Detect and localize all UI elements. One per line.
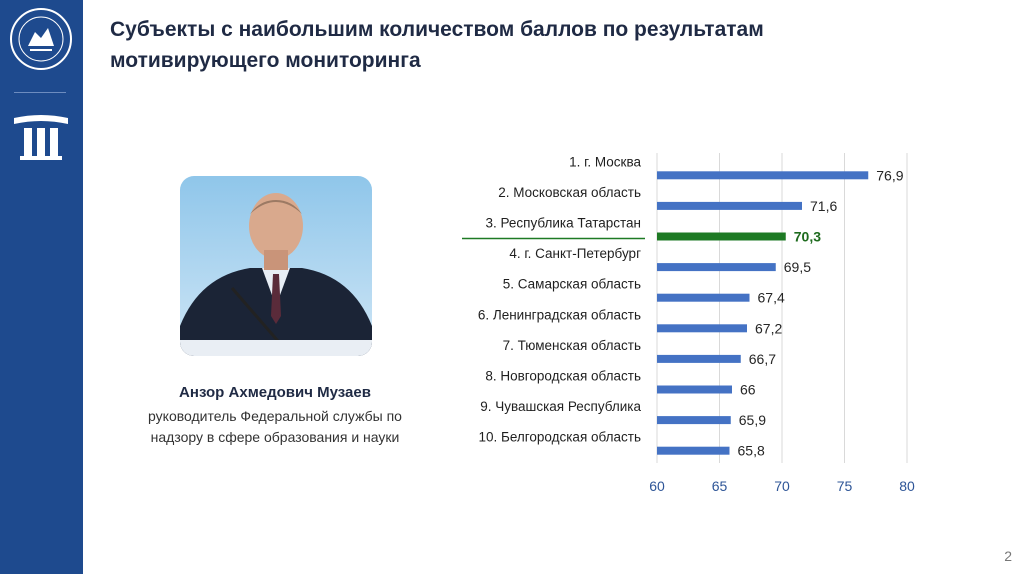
category-label: 2. Московская область bbox=[498, 185, 641, 200]
x-tick-label: 75 bbox=[837, 478, 853, 494]
category-label: 9. Чувашская Республика bbox=[480, 399, 641, 414]
person-role-line2: надзору в сфере образования и науки bbox=[150, 429, 400, 445]
data-label: 65,9 bbox=[739, 412, 766, 428]
bar bbox=[657, 171, 869, 180]
person-role-line1: руководитель Федеральной службы по bbox=[148, 408, 402, 424]
x-tick-label: 60 bbox=[649, 478, 665, 494]
bar bbox=[657, 263, 776, 272]
page-number: 2 bbox=[1004, 548, 1012, 564]
data-label: 76,9 bbox=[876, 167, 903, 183]
person-name: Анзор Ахмедович Музаев bbox=[179, 384, 371, 401]
bar bbox=[657, 232, 786, 241]
slide-title: Субъекты с наибольшим количеством баллов… bbox=[110, 14, 870, 76]
data-label: 67,2 bbox=[755, 320, 782, 336]
category-label: 10. Белгородская область bbox=[478, 430, 641, 445]
column-logo-icon bbox=[14, 115, 68, 160]
person-role: руководитель Федеральной службы по надзо… bbox=[110, 406, 440, 448]
data-label: 71,6 bbox=[810, 198, 837, 214]
data-label: 69,5 bbox=[784, 259, 811, 275]
sidebar-divider bbox=[14, 92, 66, 93]
sidebar bbox=[0, 0, 83, 574]
bar bbox=[657, 416, 731, 425]
data-label: 66,7 bbox=[749, 351, 776, 367]
category-label: 8. Новгородская область bbox=[485, 369, 641, 384]
x-tick-label: 70 bbox=[774, 478, 790, 494]
data-label: 70,3 bbox=[794, 229, 821, 245]
category-label: 4. г. Санкт-Петербург bbox=[509, 246, 641, 261]
university-emblem-icon bbox=[10, 8, 72, 70]
ranking-bar-chart: 60 65 70 75 80 1. г. Москва 76,9 2. Московская … bbox=[462, 153, 915, 494]
bar bbox=[657, 385, 732, 394]
person-photo-illustration bbox=[180, 176, 372, 356]
category-label: 3. Республика Татарстан bbox=[485, 216, 641, 231]
category-label: 7. Тюменская область bbox=[503, 338, 641, 353]
slide-title-line2: мотивирующего мониторинга bbox=[110, 49, 421, 72]
category-label: 5. Самарская область bbox=[503, 277, 641, 292]
category-label: 6. Ленинградская область bbox=[478, 307, 641, 322]
bar bbox=[657, 293, 750, 302]
data-label: 65,8 bbox=[738, 443, 765, 459]
bar bbox=[657, 446, 730, 455]
x-tick-label: 80 bbox=[899, 478, 915, 494]
data-label: 66 bbox=[740, 382, 756, 398]
bar bbox=[657, 201, 802, 210]
bar bbox=[657, 324, 747, 333]
person-photo bbox=[180, 176, 372, 356]
bar bbox=[657, 354, 741, 363]
category-label: 1. г. Москва bbox=[569, 154, 641, 169]
x-tick-label: 65 bbox=[712, 478, 728, 494]
slide-title-line1: Субъекты с наибольшим количеством баллов… bbox=[110, 18, 764, 41]
data-label: 67,4 bbox=[758, 290, 785, 306]
